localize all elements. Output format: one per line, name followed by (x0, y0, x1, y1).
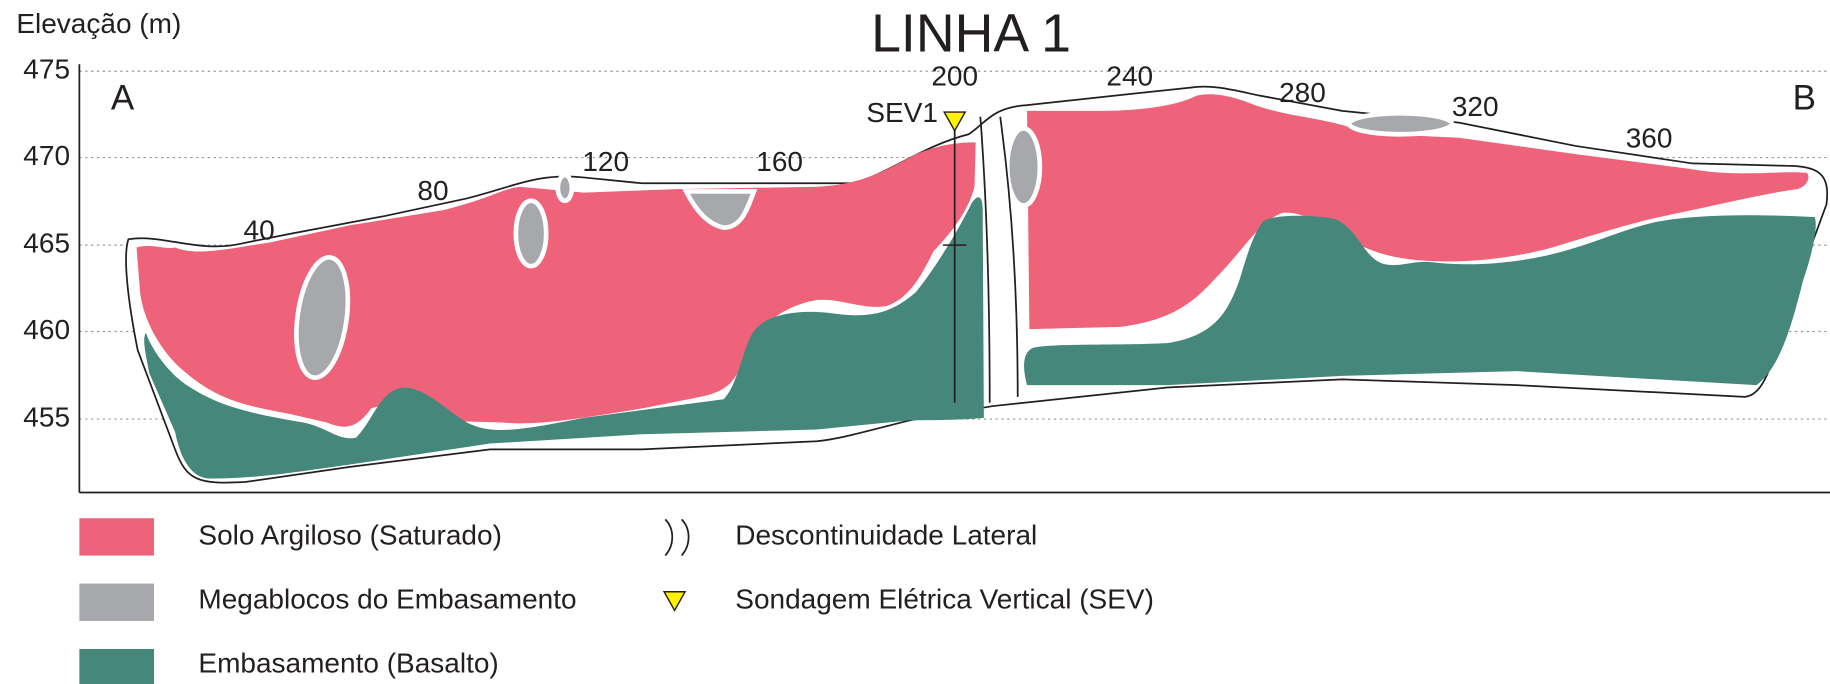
legend: Solo Argiloso (Saturado) Megablocos do E… (79, 518, 1154, 684)
station-label: 80 (417, 175, 448, 206)
tick-label: 475 (23, 54, 70, 85)
station-label: 240 (1106, 61, 1153, 92)
legend-label: Megablocos do Embasamento (198, 584, 576, 615)
legend-swatch (79, 584, 154, 621)
sev-label: SEV1 (866, 97, 938, 128)
axis-label: Elevação (m) (16, 8, 181, 39)
end-label: B (1793, 79, 1816, 118)
tick-label: 470 (23, 140, 70, 171)
station-label: 120 (582, 146, 629, 177)
end-label: A (111, 79, 135, 118)
cross-section: SEV1 Elevação (m) 475 470 465 460 455 LI… (0, 0, 1830, 684)
tick-label: 460 (23, 314, 70, 345)
legend-symbol (682, 519, 689, 555)
station-label: 360 (1626, 122, 1673, 153)
station-label: 280 (1279, 77, 1326, 108)
station-label: 160 (756, 146, 803, 177)
legend-label: Embasamento (Basalto) (198, 648, 498, 679)
tick-label: 455 (23, 401, 70, 432)
legend-swatch (79, 649, 154, 684)
legend-symbol (664, 592, 685, 611)
legend-label: Solo Argiloso (Saturado) (198, 519, 502, 550)
station-label: 320 (1452, 91, 1499, 122)
legend-label: Sondagem Elétrica Vertical (SEV) (735, 584, 1154, 615)
station-label: 200 (931, 61, 978, 92)
legend-symbol (665, 519, 672, 555)
legend-label: Descontinuidade Lateral (735, 519, 1037, 550)
legend-swatch (79, 518, 154, 555)
title: LINHA 1 (871, 4, 1071, 64)
station-label: 40 (244, 215, 275, 246)
tick-label: 465 (23, 228, 70, 259)
sev-marker (944, 112, 965, 131)
